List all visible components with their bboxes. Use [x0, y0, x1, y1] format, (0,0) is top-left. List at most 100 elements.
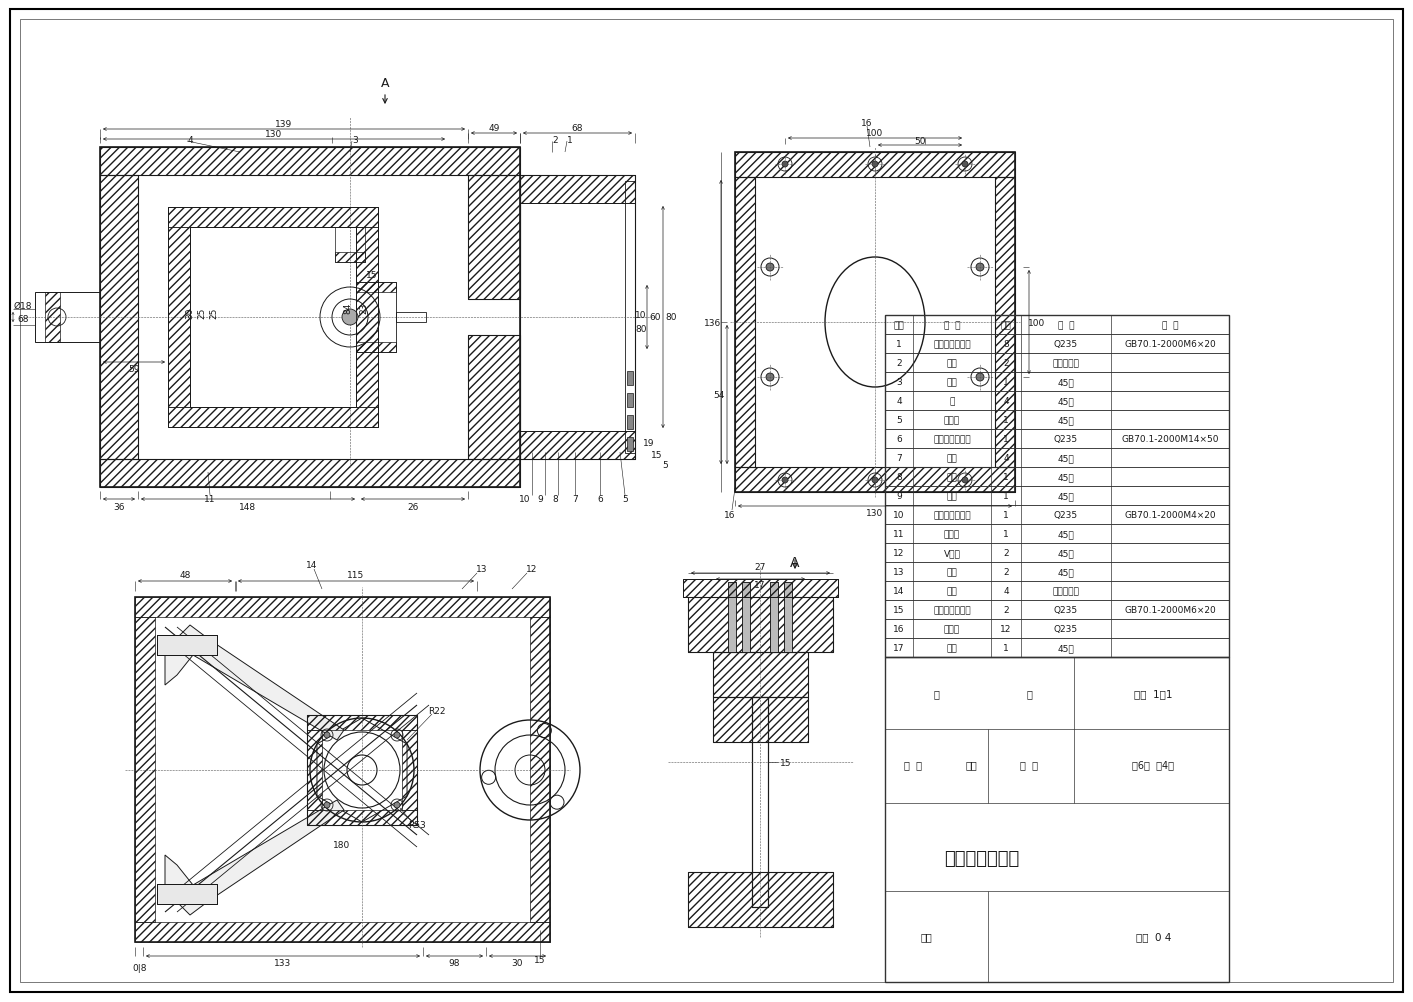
Bar: [742, 582, 750, 652]
Text: 68: 68: [17, 316, 28, 325]
Bar: [530, 617, 550, 922]
Text: 销轴: 销轴: [947, 378, 958, 387]
Bar: [885, 600, 1229, 619]
Text: 1: 1: [896, 340, 901, 349]
Text: Q235: Q235: [1054, 605, 1078, 614]
Text: 45钢: 45钢: [1057, 529, 1074, 538]
Text: 14: 14: [307, 561, 318, 570]
Bar: [752, 697, 769, 907]
Bar: [100, 460, 520, 488]
Bar: [100, 460, 520, 488]
Text: 2: 2: [1003, 567, 1009, 576]
Bar: [335, 253, 365, 263]
Text: 1: 1: [1003, 643, 1009, 652]
Text: 支座: 支座: [947, 359, 958, 368]
Bar: [356, 343, 396, 353]
Text: 17: 17: [755, 581, 766, 590]
Text: Q235: Q235: [1054, 340, 1078, 349]
Text: 80: 80: [666, 314, 677, 323]
Bar: [100, 148, 520, 488]
Bar: [157, 635, 218, 655]
Bar: [885, 335, 1229, 354]
Text: 9: 9: [896, 492, 901, 501]
Circle shape: [766, 374, 774, 382]
Text: 3: 3: [896, 378, 901, 387]
Bar: [885, 524, 1229, 543]
Text: 30: 30: [185, 307, 195, 319]
Text: 23: 23: [359, 302, 369, 314]
Text: 2: 2: [1003, 359, 1009, 368]
Bar: [688, 872, 834, 927]
Text: 45钢: 45钢: [1057, 473, 1074, 482]
Text: 4: 4: [187, 135, 192, 144]
Text: 12: 12: [893, 548, 904, 557]
Text: 11: 11: [893, 529, 904, 538]
Bar: [168, 207, 379, 428]
Text: Q235: Q235: [1054, 624, 1078, 633]
Bar: [728, 582, 736, 652]
Bar: [682, 579, 838, 597]
Bar: [157, 635, 218, 655]
Text: 活塞杆: 活塞杆: [944, 529, 959, 538]
Text: 15: 15: [893, 605, 904, 614]
Bar: [885, 411, 1229, 430]
Text: GB70.1-2000M4×20: GB70.1-2000M4×20: [1125, 510, 1215, 519]
Circle shape: [976, 374, 983, 382]
Text: 45钢: 45钢: [1057, 492, 1074, 501]
Text: 100: 100: [866, 128, 883, 137]
Bar: [520, 432, 634, 460]
Bar: [307, 730, 322, 811]
Text: 27: 27: [755, 563, 766, 572]
Bar: [770, 582, 779, 652]
Bar: [995, 177, 1015, 468]
Text: 制: 制: [934, 688, 940, 698]
Bar: [770, 582, 779, 652]
Circle shape: [766, 264, 774, 272]
Bar: [735, 468, 1015, 493]
Circle shape: [962, 162, 968, 167]
Bar: [136, 597, 550, 617]
Bar: [995, 177, 1015, 468]
Text: 45钢: 45钢: [1057, 643, 1074, 652]
Bar: [100, 175, 138, 460]
Text: GB70.1-2000M6×20: GB70.1-2000M6×20: [1125, 605, 1215, 614]
Bar: [100, 148, 520, 175]
Text: A: A: [380, 76, 389, 89]
Text: 2: 2: [896, 359, 901, 368]
Text: 19: 19: [643, 438, 654, 447]
Text: 115: 115: [348, 571, 365, 580]
Text: 1: 1: [1003, 416, 1009, 425]
Text: R53: R53: [408, 821, 425, 830]
Text: 16: 16: [862, 118, 873, 127]
Bar: [885, 619, 1229, 638]
Circle shape: [976, 264, 983, 272]
Text: 序号: 序号: [920, 932, 933, 942]
Text: 挡块: 挡块: [947, 586, 958, 595]
Bar: [885, 505, 1229, 524]
Text: 8: 8: [1003, 340, 1009, 349]
Text: 12: 12: [526, 565, 538, 574]
Text: 8: 8: [896, 473, 901, 482]
Text: 16: 16: [725, 510, 736, 519]
Bar: [714, 697, 808, 742]
Bar: [157, 884, 218, 904]
Text: R22: R22: [428, 705, 445, 714]
Text: 肋: 肋: [950, 397, 955, 406]
Text: 11: 11: [205, 495, 216, 504]
Text: 8: 8: [552, 495, 558, 504]
Circle shape: [872, 478, 877, 484]
Bar: [627, 416, 633, 430]
Circle shape: [394, 732, 400, 738]
Bar: [403, 730, 417, 811]
Text: 98: 98: [449, 959, 461, 968]
Bar: [136, 617, 155, 922]
Text: 59: 59: [129, 364, 140, 373]
Bar: [784, 582, 793, 652]
Bar: [735, 153, 1015, 177]
Bar: [356, 283, 396, 293]
Text: 2: 2: [1003, 605, 1009, 614]
Bar: [885, 581, 1229, 600]
Bar: [520, 432, 634, 460]
Text: 销轴: 销轴: [947, 643, 958, 652]
Bar: [885, 392, 1229, 411]
